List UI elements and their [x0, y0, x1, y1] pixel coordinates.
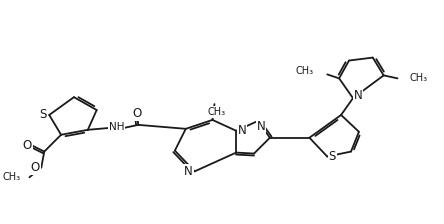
Text: CH₃: CH₃	[207, 107, 226, 117]
Text: N: N	[353, 89, 362, 102]
Text: O: O	[31, 161, 40, 174]
Text: O: O	[23, 139, 32, 152]
Text: S: S	[40, 108, 47, 121]
Text: N: N	[238, 124, 246, 137]
Text: CH₃: CH₃	[295, 67, 313, 76]
Text: NH: NH	[109, 122, 124, 132]
Text: N: N	[184, 165, 193, 178]
Text: CH₃: CH₃	[409, 73, 428, 83]
Text: N: N	[257, 120, 266, 133]
Text: CH₃: CH₃	[2, 172, 20, 182]
Text: S: S	[329, 150, 336, 163]
Text: O: O	[133, 108, 142, 121]
